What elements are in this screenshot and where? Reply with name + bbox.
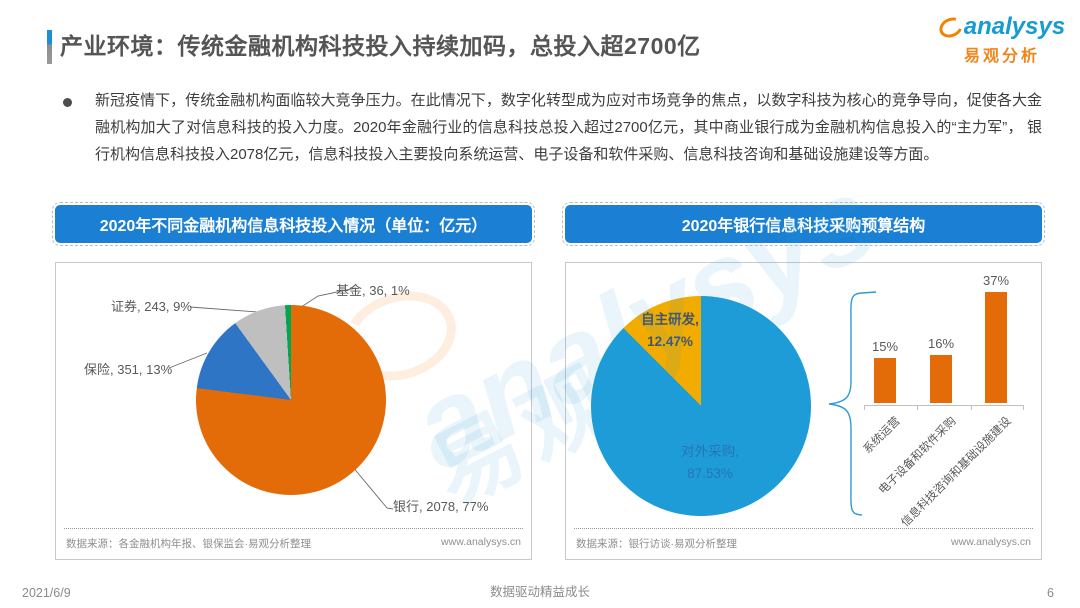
procurement-pie-chart (591, 296, 811, 516)
axis-tick (864, 406, 865, 410)
bar-value-label: 37% (982, 273, 1010, 288)
bar-value-label: 15% (871, 339, 899, 354)
data-source-text: 数据来源：银行访谈·易观分析整理 (576, 538, 737, 550)
panel-divider (64, 528, 523, 529)
bar-consulting-infrastructure (985, 292, 1007, 403)
pie-label-inhouse-pct: 12.47% (647, 334, 693, 349)
page-title: 产业环境：传统金融机构科技投入持续加码，总投入超2700亿 (60, 33, 701, 59)
website-link[interactable]: www.analysys.cn (951, 536, 1031, 548)
source-row: 数据来源：各金融机构年报、银保监会·易观分析整理 www.analysys.cn (66, 536, 521, 551)
pie-label-outsourced: 对外采购, 87.53% (658, 441, 762, 485)
logo-brand-row: analysys (935, 13, 1066, 41)
panel-divider (574, 528, 1033, 529)
data-source-text: 数据来源：各金融机构年报、银保监会·易观分析整理 (66, 538, 311, 550)
axis-tick (917, 406, 918, 410)
pie-label-outsourced-pct: 87.53% (687, 466, 733, 481)
bar-x-axis (864, 405, 1024, 410)
analysys-logo: analysys 易观分析 (935, 13, 1066, 66)
footer-date: 2021/6/9 (22, 586, 71, 600)
footer-slogan: 数据驱动精益成长 (489, 585, 590, 599)
source-row: 数据来源：银行访谈·易观分析整理 www.analysys.cn (576, 536, 1031, 551)
pie-label-inhouse-name: 自主研发, (641, 312, 699, 327)
left-chart-title-banner: 2020年不同金融机构信息科技投入情况（单位：亿元） (52, 202, 535, 246)
right-chart-panel: 自主研发, 12.47% 对外采购, 87.53% 15% 16% 37% 系统… (565, 262, 1042, 560)
logo-brand-text: analysys (963, 13, 1066, 40)
pie-label-inhouse: 自主研发, 12.47% (618, 309, 722, 353)
left-chart-panel: 银行, 2078, 77% 保险, 351, 13% 证券, 243, 9% 基… (55, 262, 532, 560)
title-accent-bar (47, 30, 52, 64)
pie-label-fund: 基金, 36, 1% (336, 283, 410, 298)
website-link[interactable]: www.analysys.cn (441, 536, 521, 548)
logo-swirl-icon (935, 13, 966, 41)
logo-chinese-text: 易观分析 (963, 48, 1040, 65)
brace-connector (828, 291, 877, 516)
pie-label-bank: 银行, 2078, 77% (393, 499, 489, 514)
intro-paragraph: 新冠疫情下，传统金融机构面临较大竞争压力。在此情况下，数字化转型成为应对市场竞争… (95, 92, 1042, 163)
bar-value-label: 16% (927, 336, 955, 351)
bullet-icon (63, 98, 72, 107)
pie-label-securities: 证券, 243, 9% (111, 299, 192, 314)
axis-tick (1023, 406, 1024, 410)
pie-label-insurance: 保险, 351, 13% (84, 362, 173, 377)
axis-tick (971, 406, 972, 410)
institutions-pie-chart (196, 305, 386, 495)
bar-equipment-software (930, 355, 952, 403)
right-chart-title-banner: 2020年银行信息科技采购预算结构 (562, 202, 1045, 246)
footer-page-number: 6 (1047, 586, 1054, 600)
pie-label-outsourced-name: 对外采购, (681, 444, 739, 459)
bar-system-operation (874, 358, 896, 403)
